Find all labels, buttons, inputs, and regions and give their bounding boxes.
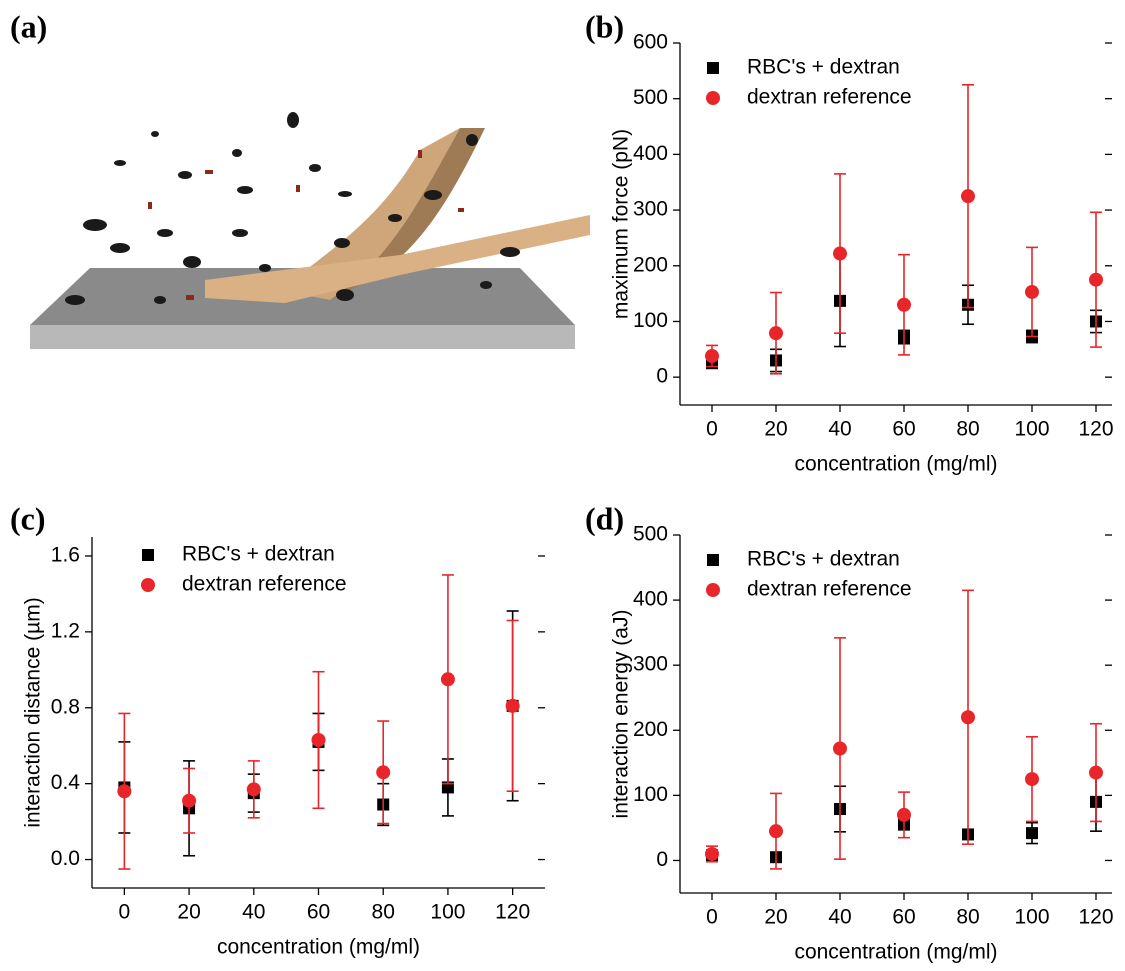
legend-marker xyxy=(706,91,720,105)
x-tick-label: 60 xyxy=(892,906,915,929)
panel-label: (a) xyxy=(10,8,47,44)
y-tick-label: 0 xyxy=(656,365,668,388)
x-tick-label: 80 xyxy=(372,901,395,924)
y-tick-label: 600 xyxy=(633,31,668,54)
x-tick-label: 40 xyxy=(242,901,265,924)
x-tick-label: 100 xyxy=(1014,906,1049,929)
legend-marker xyxy=(141,578,155,592)
x-tick-label: 60 xyxy=(307,901,330,924)
point xyxy=(311,733,326,748)
y-tick-label: 300 xyxy=(633,653,668,676)
point xyxy=(505,698,520,713)
panel-label: (b) xyxy=(585,8,624,44)
legend-label: dextran reference xyxy=(747,578,912,601)
x-tick-label: 20 xyxy=(177,901,200,924)
y-tick-label: 500 xyxy=(633,523,668,546)
x-tick-label: 120 xyxy=(495,901,530,924)
point xyxy=(182,793,197,808)
x-tick-label: 80 xyxy=(956,418,979,441)
x-tick-label: 60 xyxy=(892,418,915,441)
x-tick-label: 100 xyxy=(1014,418,1049,441)
point xyxy=(769,326,783,341)
x-tick-label: 40 xyxy=(828,418,851,441)
cantilever-side xyxy=(330,128,485,300)
legend-marker xyxy=(706,583,720,597)
y-tick-label: 200 xyxy=(633,718,668,741)
point xyxy=(833,246,847,261)
point xyxy=(769,824,783,839)
y-tick-label: 1.2 xyxy=(51,619,80,642)
point xyxy=(1025,284,1039,299)
legend-label: dextran reference xyxy=(182,573,347,596)
x-tick-label: 20 xyxy=(764,906,787,929)
point xyxy=(705,348,719,363)
x-tick-label: 40 xyxy=(828,906,851,929)
legend-label: RBC's + dextran xyxy=(747,548,900,571)
y-tick-label: 100 xyxy=(633,309,668,332)
y-tick-label: 0.0 xyxy=(51,847,80,870)
point xyxy=(897,297,911,312)
point xyxy=(376,765,391,780)
x-tick-label: 0 xyxy=(706,906,718,929)
cantilever xyxy=(280,128,460,300)
legend-label: dextran reference xyxy=(747,86,912,109)
y-tick-label: 200 xyxy=(633,253,668,276)
y-tick-label: 0.8 xyxy=(51,695,80,718)
point xyxy=(833,741,847,756)
x-axis-label: concentration (mg/ml) xyxy=(794,941,997,964)
chart-panel: (b) 0 20 40 60 80 100 120 0 100 200 300 400 500 600 con… xyxy=(585,8,1114,475)
y-axis-label: interaction energy (aJ) xyxy=(610,610,633,819)
point xyxy=(117,784,132,799)
legend-label: RBC's + dextran xyxy=(747,56,900,79)
y-tick-label: 1.6 xyxy=(51,544,80,567)
x-tick-label: 100 xyxy=(430,901,465,924)
panel-label: (d) xyxy=(585,500,624,536)
y-axis-label: maximum force (pN) xyxy=(610,129,633,319)
legend-marker xyxy=(707,554,719,566)
point xyxy=(897,807,911,822)
x-tick-label: 0 xyxy=(119,901,131,924)
chart-panel: (c) 0 20 40 60 80 100 120 0.0 0.4 0.8 1.2 1.6 concent… xyxy=(10,500,545,959)
y-tick-label: 400 xyxy=(633,588,668,611)
x-tick-label: 80 xyxy=(956,906,979,929)
y-axis-label: interaction distance (µm) xyxy=(22,597,45,827)
point xyxy=(705,846,719,861)
x-tick-label: 120 xyxy=(1078,906,1113,929)
y-tick-label: 0.4 xyxy=(51,771,81,794)
x-axis-label: concentration (mg/ml) xyxy=(794,453,997,476)
point xyxy=(246,782,261,797)
cells xyxy=(65,112,520,305)
y-tick-label: 300 xyxy=(633,198,668,221)
legend-marker xyxy=(707,62,719,74)
y-tick-label: 0 xyxy=(656,848,668,871)
point xyxy=(1026,827,1038,840)
substrate-side xyxy=(30,325,575,349)
y-tick-label: 500 xyxy=(633,86,668,109)
cantilever-2 xyxy=(205,215,590,303)
point xyxy=(961,710,975,725)
x-tick-label: 0 xyxy=(706,418,718,441)
chart-panel: (d) 0 20 40 60 80 100 120 0 100 200 300 400 500 concen… xyxy=(585,500,1114,963)
x-tick-label: 120 xyxy=(1078,418,1113,441)
legend-label: RBC's + dextran xyxy=(182,543,335,566)
dextran xyxy=(148,150,464,300)
illustration: (a) xyxy=(10,8,590,349)
point xyxy=(961,189,975,204)
x-axis-label: concentration (mg/ml) xyxy=(217,936,420,959)
point xyxy=(1089,272,1103,287)
y-tick-label: 400 xyxy=(633,142,668,165)
x-tick-label: 20 xyxy=(764,418,787,441)
point xyxy=(1089,765,1103,780)
legend-marker xyxy=(142,549,154,561)
point xyxy=(1025,772,1039,787)
point xyxy=(440,672,455,687)
panel-label: (c) xyxy=(10,500,46,536)
y-tick-label: 100 xyxy=(633,783,668,806)
